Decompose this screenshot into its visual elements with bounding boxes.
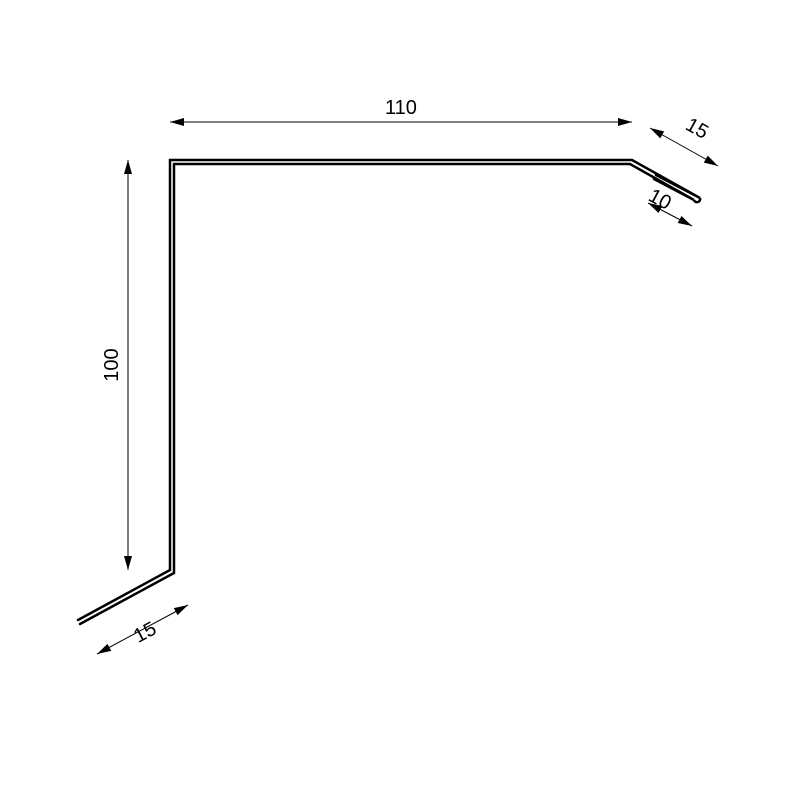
dim-bottom_left: 15: [97, 605, 188, 654]
dim-top-label: 110: [385, 97, 417, 119]
dim-top_right: 15: [650, 114, 718, 166]
dim-right_small-label: 10: [645, 185, 675, 215]
dim-left: 100: [101, 160, 132, 570]
dim-top_right-label: 15: [682, 114, 712, 144]
profile-technical-drawing: 110 100 15 10 15: [0, 0, 798, 800]
dim-top: 110: [170, 97, 632, 126]
profile-shape: [78, 160, 700, 624]
dim-left-label: 100: [101, 348, 123, 381]
